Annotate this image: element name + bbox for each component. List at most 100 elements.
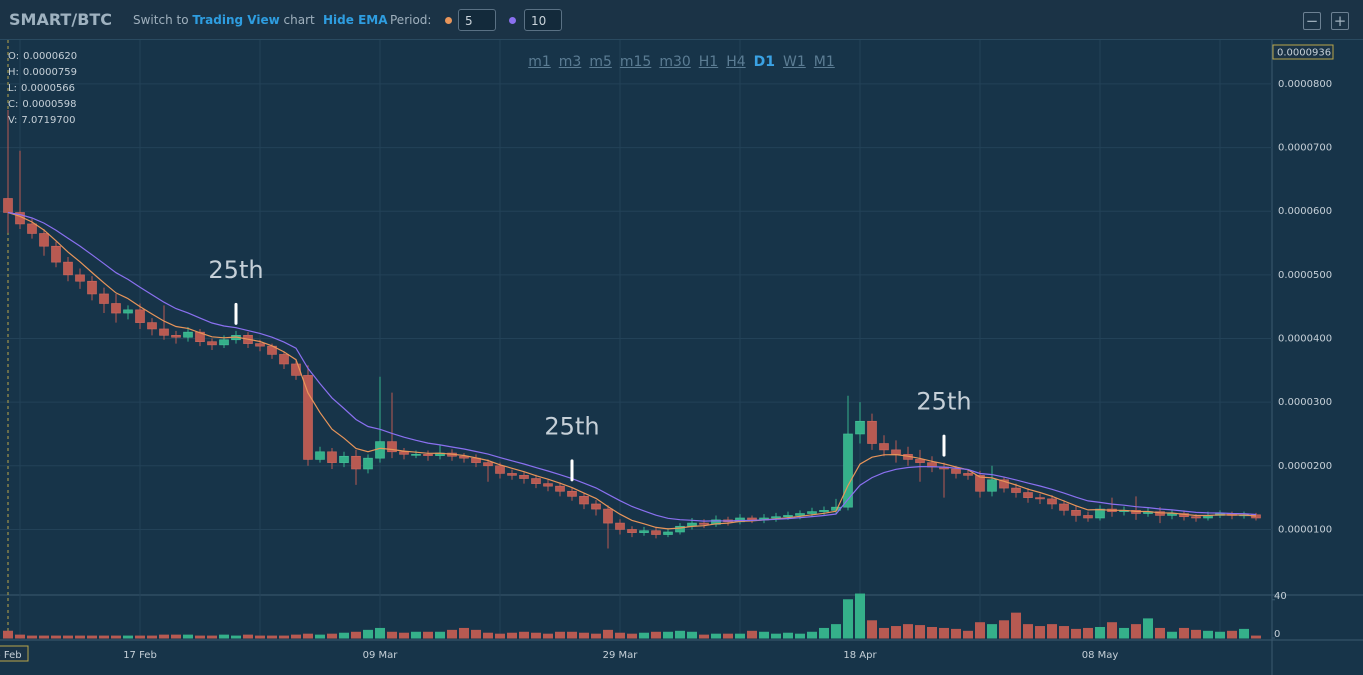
candle-body: [423, 454, 433, 456]
ohlc-info: H: 0.0000759: [8, 67, 77, 78]
candle-body: [495, 465, 505, 474]
candle-body: [531, 478, 541, 484]
zoom-in-button[interactable]: +: [1331, 12, 1349, 30]
volume-bar: [267, 635, 277, 639]
info-key: H:: [8, 67, 19, 78]
timeframe-button[interactable]: W1: [783, 54, 806, 70]
volume-bar: [1179, 627, 1189, 639]
candle-body: [483, 462, 493, 467]
volume-bar: [1167, 631, 1177, 639]
switch-text: Switch to Trading View chart: [133, 13, 315, 27]
period-input[interactable]: 10: [524, 9, 562, 31]
volume-bar: [423, 631, 433, 639]
volume-bar: [723, 633, 733, 639]
volume-bar: [891, 626, 901, 639]
period-input[interactable]: 5: [458, 9, 496, 31]
volume-bar: [663, 631, 673, 639]
candle-body: [27, 223, 37, 234]
volume-bar: [1071, 628, 1081, 639]
x-tick-label: 29 Mar: [603, 650, 639, 661]
y-tick-label: 0.0000700: [1278, 143, 1332, 154]
timeframe-bar: m1 m3 m5 m15 m30 H1 H4 D1 W1 M1: [0, 54, 1363, 70]
volume-bar: [243, 634, 253, 639]
timeframe-button[interactable]: H1: [698, 54, 719, 70]
volume-bar: [279, 635, 289, 639]
timeframe-button[interactable]: m1: [528, 54, 551, 70]
candle-body: [387, 441, 397, 453]
x-tick-label: 6 Feb: [0, 650, 22, 661]
volume-bar: [999, 620, 1009, 639]
ohlc-info: L: 0.0000566: [8, 83, 75, 94]
volume-bar: [1035, 626, 1045, 639]
candle-body: [255, 343, 265, 347]
info-key: O:: [8, 51, 19, 62]
timeframe-button[interactable]: D1: [753, 54, 776, 70]
candle-body: [63, 261, 73, 276]
candle-body: [1071, 510, 1081, 516]
y-tick-label: 0.0000400: [1278, 334, 1332, 345]
candle-body: [615, 522, 625, 530]
candle-body: [1035, 497, 1045, 500]
volume-bar: [483, 632, 493, 639]
ohlc-info: V: 7.0719700: [8, 115, 75, 126]
timeframe-button[interactable]: M1: [813, 54, 835, 70]
volume-bar: [147, 635, 157, 639]
volume-bar: [231, 635, 241, 639]
candle-body: [1059, 503, 1069, 511]
volume-bar: [843, 599, 853, 639]
volume-bar: [363, 629, 373, 639]
volume-bar: [831, 624, 841, 639]
timeframe-button[interactable]: m15: [619, 54, 652, 70]
volume-bar: [1203, 630, 1213, 639]
volume-bar: [75, 635, 85, 639]
toolbar: SMART/BTC Switch to Trading View chart H…: [0, 0, 1363, 40]
volume-bar: [27, 635, 37, 639]
candle-body: [1155, 511, 1165, 516]
timeframe-button[interactable]: m3: [558, 54, 582, 70]
volume-bar: [339, 632, 349, 639]
volume-bar: [99, 635, 109, 639]
volume-bar: [687, 631, 697, 639]
candle-body: [975, 475, 985, 492]
volume-bar: [567, 631, 577, 639]
zoom-out-button[interactable]: −: [1303, 12, 1321, 30]
candle-body: [1047, 498, 1057, 505]
candle-body: [675, 525, 685, 533]
candle-body: [195, 331, 205, 342]
candle-body: [315, 451, 325, 460]
timeframe-button[interactable]: m30: [659, 54, 691, 70]
ema-line: [7, 211, 1257, 530]
candle-body: [627, 529, 637, 533]
timeframe-button[interactable]: m5: [589, 54, 612, 70]
candle-body: [87, 280, 97, 295]
ema-line: [7, 211, 1257, 522]
volume-bar: [747, 630, 757, 639]
info-value: 0.0000566: [21, 83, 75, 94]
volume-bar: [495, 633, 505, 639]
volume-bar: [579, 632, 589, 639]
annotation-marker: [234, 302, 238, 325]
ema-dot: [445, 17, 452, 24]
timeframe-button[interactable]: H4: [726, 54, 746, 70]
info-value: 7.0719700: [21, 115, 75, 126]
x-tick-label: 17 Feb: [123, 650, 157, 661]
volume-bar: [531, 632, 541, 639]
hide-ema-button[interactable]: Hide EMA: [323, 13, 388, 27]
volume-bar: [675, 630, 685, 639]
candle-body: [771, 516, 781, 519]
volume-bar: [963, 630, 973, 639]
trading-view-link[interactable]: Trading View: [192, 13, 280, 27]
volume-bar: [195, 635, 205, 639]
volume-bar: [915, 625, 925, 639]
candle-body: [879, 443, 889, 451]
candle-body: [843, 433, 853, 508]
candle-body: [123, 309, 133, 314]
candle-body: [555, 485, 565, 492]
candle-body: [99, 293, 109, 304]
y-tick-label: 0.0000200: [1278, 461, 1332, 472]
y-tick-label: 0.0000500: [1278, 270, 1332, 281]
info-value: 0.0000620: [23, 51, 77, 62]
candle-body: [507, 473, 517, 476]
volume-bar: [1059, 626, 1069, 639]
